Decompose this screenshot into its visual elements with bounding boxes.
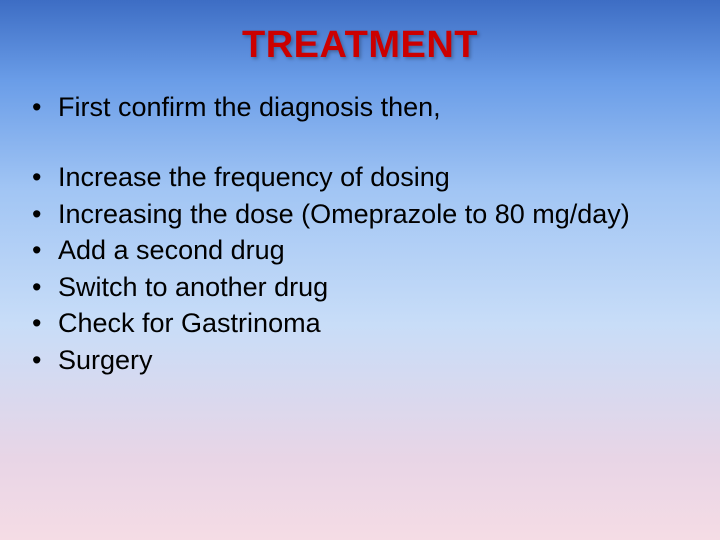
bullet-text: Check for Gastrinoma bbox=[58, 305, 690, 341]
bullet-item: • First confirm the diagnosis then, bbox=[30, 89, 690, 125]
bullet-text: Increasing the dose (Omeprazole to 80 mg… bbox=[58, 196, 690, 232]
bullet-item: • Switch to another drug bbox=[30, 269, 690, 305]
bullet-group-1: • Increase the frequency of dosing • Inc… bbox=[30, 159, 690, 378]
bullet-text: First confirm the diagnosis then, bbox=[58, 89, 690, 125]
bullet-item: • Increasing the dose (Omeprazole to 80 … bbox=[30, 196, 690, 232]
bullet-text: Switch to another drug bbox=[58, 269, 690, 305]
bullet-icon: • bbox=[30, 159, 58, 195]
slide-title: TREATMENT bbox=[30, 24, 690, 67]
bullet-item: • Surgery bbox=[30, 342, 690, 378]
bullet-item: • Check for Gastrinoma bbox=[30, 305, 690, 341]
bullet-icon: • bbox=[30, 89, 58, 125]
slide: TREATMENT • First confirm the diagnosis … bbox=[0, 0, 720, 540]
bullet-icon: • bbox=[30, 342, 58, 378]
bullet-text: Add a second drug bbox=[58, 232, 690, 268]
bullet-icon: • bbox=[30, 305, 58, 341]
bullet-icon: • bbox=[30, 196, 58, 232]
slide-content: • First confirm the diagnosis then, • In… bbox=[30, 89, 690, 378]
bullet-icon: • bbox=[30, 269, 58, 305]
bullet-icon: • bbox=[30, 232, 58, 268]
bullet-group-0: • First confirm the diagnosis then, bbox=[30, 89, 690, 125]
bullet-item: • Increase the frequency of dosing bbox=[30, 159, 690, 195]
bullet-text: Increase the frequency of dosing bbox=[58, 159, 690, 195]
bullet-item: • Add a second drug bbox=[30, 232, 690, 268]
bullet-text: Surgery bbox=[58, 342, 690, 378]
